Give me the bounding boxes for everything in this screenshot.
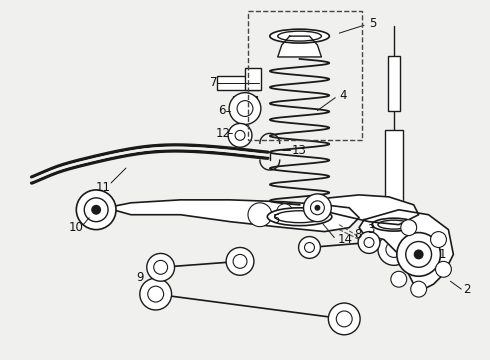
Circle shape	[226, 247, 254, 275]
Circle shape	[386, 242, 402, 257]
Circle shape	[248, 203, 272, 227]
Polygon shape	[278, 36, 321, 57]
Circle shape	[411, 281, 427, 297]
Circle shape	[76, 190, 116, 230]
Circle shape	[311, 201, 324, 215]
Bar	[385, 130, 403, 220]
Polygon shape	[359, 210, 453, 289]
Circle shape	[378, 234, 410, 265]
Ellipse shape	[268, 208, 332, 226]
Circle shape	[91, 205, 101, 215]
Circle shape	[328, 303, 360, 335]
Circle shape	[154, 260, 168, 274]
Bar	[245, 68, 261, 90]
Polygon shape	[315, 195, 418, 225]
Text: 12: 12	[215, 127, 230, 140]
Circle shape	[235, 130, 245, 140]
Ellipse shape	[275, 211, 324, 223]
Text: 2: 2	[464, 283, 471, 296]
Circle shape	[391, 271, 407, 287]
Circle shape	[401, 220, 416, 235]
Text: 13: 13	[292, 144, 307, 157]
Circle shape	[414, 249, 424, 260]
Bar	[388, 56, 400, 111]
Circle shape	[336, 311, 352, 327]
Ellipse shape	[378, 220, 410, 229]
Circle shape	[147, 253, 174, 281]
Ellipse shape	[372, 218, 416, 231]
Circle shape	[303, 194, 331, 222]
Circle shape	[237, 100, 253, 117]
Text: 9: 9	[136, 271, 144, 284]
Circle shape	[305, 243, 315, 252]
Ellipse shape	[278, 31, 321, 41]
Bar	[217, 76, 259, 90]
Circle shape	[431, 231, 446, 247]
Circle shape	[148, 286, 164, 302]
Circle shape	[364, 238, 374, 247]
Circle shape	[229, 93, 261, 125]
Circle shape	[406, 242, 432, 267]
Text: 10: 10	[69, 221, 83, 234]
Text: 11: 11	[96, 181, 111, 194]
Bar	[233, 96, 257, 109]
Bar	[248, 11, 362, 140]
Circle shape	[298, 237, 320, 258]
Text: 14: 14	[337, 233, 352, 246]
Circle shape	[436, 261, 451, 277]
Text: 7: 7	[210, 76, 218, 89]
Circle shape	[397, 233, 441, 276]
Circle shape	[277, 204, 293, 220]
Circle shape	[228, 123, 252, 147]
Text: 1: 1	[439, 248, 446, 261]
Circle shape	[358, 231, 380, 253]
Circle shape	[140, 278, 171, 310]
Circle shape	[84, 198, 108, 222]
Text: 6: 6	[218, 104, 226, 117]
Text: 5: 5	[272, 213, 279, 226]
Polygon shape	[106, 200, 359, 231]
Bar	[232, 129, 248, 142]
Text: 5: 5	[369, 17, 376, 30]
Circle shape	[315, 205, 320, 211]
Ellipse shape	[270, 29, 329, 43]
Circle shape	[233, 255, 247, 268]
Text: 8: 8	[354, 228, 362, 241]
Text: 3: 3	[367, 223, 374, 236]
Text: 4: 4	[339, 89, 347, 102]
